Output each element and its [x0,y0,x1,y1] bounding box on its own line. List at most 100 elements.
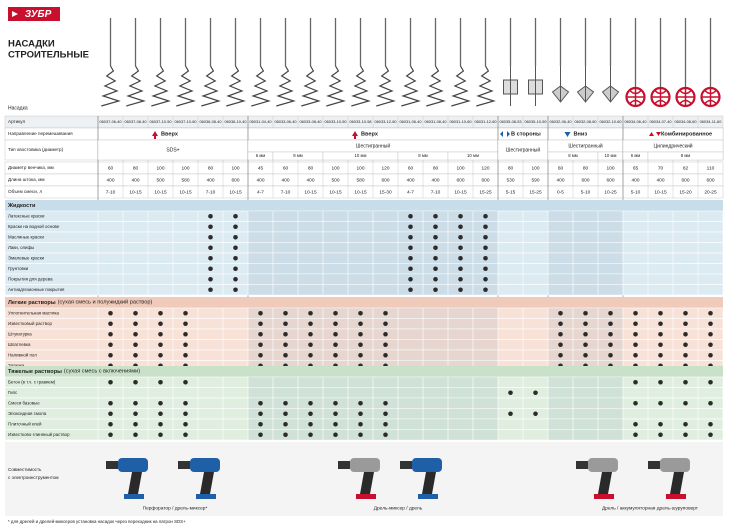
dot [133,342,138,348]
section-header [5,200,723,211]
length: 500 [331,177,339,183]
tool-chuck [648,461,660,469]
length: 600 [606,177,614,183]
col-tint [548,377,573,388]
dot [383,310,388,316]
col-tint [548,263,573,274]
dot [558,352,563,358]
nozzle-image [675,18,696,108]
dot [308,342,313,348]
col-tint [548,221,573,232]
dot [258,310,263,316]
tool-image [648,458,690,499]
row-bg [4,185,724,199]
dot [708,432,713,438]
dot [633,331,638,337]
col-tint [273,284,298,295]
dot [183,321,188,327]
length: 400 [281,177,289,183]
volume: 10-15 [304,189,317,195]
dot [433,224,438,230]
row-label: Штукатурка [8,331,32,336]
tool-base [666,494,686,499]
row-label: Гипс [8,390,18,395]
col-tint [423,329,448,340]
col-tint [323,387,348,398]
nozzle-image [226,18,246,107]
shank-size: 8 мм [568,153,578,158]
dot [158,352,163,358]
article: 06034-06-40 [624,119,647,124]
helix [326,65,346,107]
direction: Вверх [361,131,379,137]
dot [208,287,213,293]
length: 600 [456,177,464,183]
helix [226,65,246,107]
helix [301,65,321,107]
col-tint [323,263,348,274]
tool-chuck [338,461,350,469]
dot [558,331,563,337]
dot [258,321,263,327]
diameter: 45 [258,165,264,171]
length: 600 [581,177,589,183]
dot [433,287,438,293]
tool-base [124,494,144,499]
col-tint [423,408,448,419]
col-tint [323,284,348,295]
col-tint [423,308,448,319]
col-tint [548,211,573,222]
paddle [576,66,595,103]
helix [351,65,371,107]
col-tint [573,398,598,409]
dot [283,331,288,337]
dot [483,234,488,240]
col-tint [248,274,273,285]
col-tint [598,221,623,232]
col-tint [548,387,573,398]
dot [683,310,688,316]
col-tint [548,419,573,430]
col-tint [348,274,373,285]
tool-body [660,458,690,472]
col-tint [448,398,473,409]
dot [558,342,563,348]
row-label: Латексные краски [8,213,45,218]
col-tint [573,274,598,285]
col-tint [598,211,623,222]
dot [183,421,188,427]
volume: 5-15 [506,189,516,195]
col-tint [573,221,598,232]
dot [558,310,563,316]
col-tint [548,284,573,295]
col-tint [548,242,573,253]
article: 06033-10-58 [349,119,371,124]
col-tint [548,408,573,419]
dot [308,432,313,438]
col-tint [273,387,298,398]
dot [683,421,688,427]
col-tint [573,419,598,430]
col-tint [448,308,473,319]
row-label: Известковый раствор [8,321,52,326]
length: 400 [556,177,564,183]
tool-handle [200,472,214,494]
length: 400 [406,177,414,183]
article: 06037-08-40 [124,119,147,124]
tool-caption: Дрель / аккумуляторная дрель-шуруповерт [602,505,699,511]
dot [333,321,338,327]
dot [108,411,113,417]
dot [158,310,163,316]
row-label: Затирка [8,363,25,368]
col-tint [373,387,398,398]
dot [708,310,713,316]
title: СТРОИТЕЛЬНЫЕ [8,50,89,61]
dot [333,310,338,316]
dot [408,234,413,240]
dot [258,432,263,438]
dot [708,331,713,337]
row-label: Уплотнительная мастика [8,310,60,315]
helix [426,65,446,107]
dot [233,287,238,293]
dot [308,352,313,358]
